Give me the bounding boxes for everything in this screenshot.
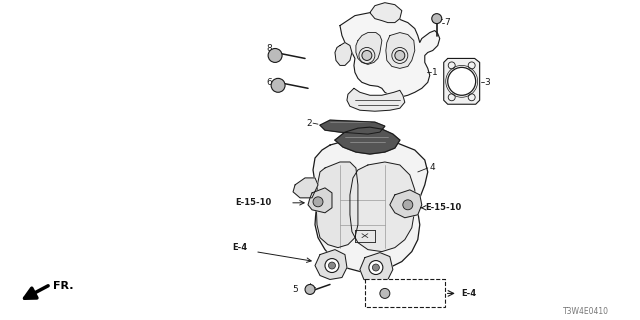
Polygon shape: [315, 250, 347, 279]
Polygon shape: [444, 59, 479, 104]
Polygon shape: [308, 188, 332, 213]
Polygon shape: [356, 33, 382, 64]
Circle shape: [403, 200, 413, 210]
Text: 6: 6: [266, 78, 272, 87]
Polygon shape: [360, 252, 393, 283]
Polygon shape: [313, 138, 428, 271]
Polygon shape: [335, 43, 352, 65]
Circle shape: [448, 68, 476, 95]
Circle shape: [362, 51, 372, 60]
Text: 7: 7: [444, 18, 449, 27]
Polygon shape: [350, 162, 415, 252]
Text: 3: 3: [484, 78, 490, 87]
Circle shape: [325, 259, 339, 273]
Circle shape: [395, 51, 405, 60]
Polygon shape: [347, 88, 405, 111]
Polygon shape: [386, 33, 415, 68]
Circle shape: [328, 262, 335, 269]
Text: 4: 4: [430, 164, 435, 172]
Polygon shape: [316, 162, 358, 248]
Polygon shape: [390, 190, 422, 218]
Bar: [365, 279, 445, 307]
Circle shape: [372, 264, 380, 271]
Text: E-15-10: E-15-10: [425, 203, 461, 212]
Circle shape: [369, 260, 383, 275]
Polygon shape: [335, 127, 400, 154]
Text: 2: 2: [307, 119, 312, 128]
Circle shape: [268, 49, 282, 62]
Text: E-15-10: E-15-10: [235, 198, 271, 207]
Polygon shape: [370, 3, 402, 23]
Circle shape: [380, 288, 390, 298]
Circle shape: [305, 284, 315, 294]
Circle shape: [313, 197, 323, 207]
Circle shape: [432, 14, 442, 24]
Text: E-4: E-4: [232, 243, 247, 252]
Text: FR.: FR.: [52, 282, 73, 292]
Text: 5: 5: [292, 285, 298, 294]
Polygon shape: [320, 120, 385, 134]
Text: 1: 1: [432, 68, 438, 77]
Polygon shape: [293, 178, 318, 198]
Circle shape: [271, 78, 285, 92]
Text: E-4: E-4: [461, 289, 477, 298]
Text: T3W4E0410: T3W4E0410: [563, 307, 609, 316]
Polygon shape: [340, 13, 440, 97]
Text: 8: 8: [266, 44, 272, 53]
